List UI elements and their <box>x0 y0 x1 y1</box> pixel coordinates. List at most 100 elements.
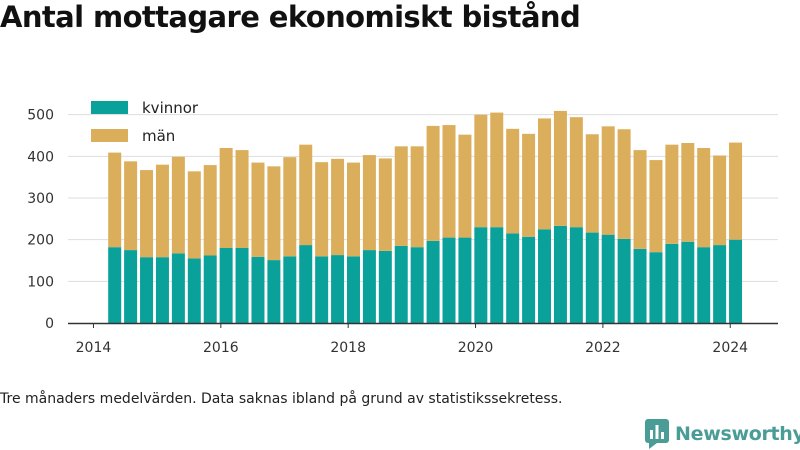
bar-kvinnor <box>426 240 440 323</box>
bar-kvinnor <box>729 239 743 323</box>
bar-kvinnor <box>458 237 472 323</box>
x-tick-label: 2022 <box>585 340 621 356</box>
bar-man <box>506 128 520 234</box>
bar-kvinnor <box>346 256 360 323</box>
bar-man <box>124 161 138 251</box>
bar-man <box>538 118 552 230</box>
bar-kvinnor <box>267 260 281 323</box>
bar-man <box>346 162 360 257</box>
bar-man <box>187 171 201 259</box>
chart-note: Tre månaders medelvärden. Data saknas ib… <box>0 391 563 407</box>
bar-kvinnor <box>681 241 695 323</box>
bar-kvinnor <box>362 250 376 323</box>
bar-man <box>490 112 504 228</box>
bar-kvinnor <box>474 227 488 323</box>
legend-swatch <box>91 129 128 142</box>
bar-kvinnor <box>155 257 169 323</box>
bar-man <box>697 148 711 248</box>
y-tick-label: 400 <box>27 149 54 165</box>
bar-kvinnor <box>378 250 392 323</box>
bar-kvinnor <box>203 255 217 323</box>
bar-kvinnor <box>490 227 504 323</box>
legend: kvinnor män <box>91 99 199 145</box>
bar-man <box>155 164 169 258</box>
bar-man <box>617 129 631 239</box>
bar-kvinnor <box>124 250 138 323</box>
bar-man <box>729 142 743 240</box>
bar-man <box>378 158 392 251</box>
bar-kvinnor <box>617 238 631 323</box>
bar-man <box>681 143 695 242</box>
bar-man <box>171 156 185 254</box>
bar-kvinnor <box>538 229 552 323</box>
chart: 0 100 200 300 400 500 2014 2016 2018 2020 2022 2024… <box>27 99 778 356</box>
bar-kvinnor <box>219 248 233 323</box>
bar-man <box>553 110 567 226</box>
x-tick-label: 2024 <box>712 340 748 356</box>
bar-man <box>283 157 297 257</box>
x-tick-label: 2018 <box>330 340 366 356</box>
newsworthy-logo: Newsworthy <box>645 419 800 449</box>
bar-kvinnor <box>108 247 122 323</box>
legend-swatch <box>91 101 128 114</box>
axis-layer: 0 100 200 300 400 500 2014 2016 2018 2020 2022 2024 <box>27 108 778 356</box>
y-tick-label: 0 <box>45 316 54 332</box>
bar-man <box>219 148 233 248</box>
bar-man <box>426 125 440 241</box>
bar-man <box>713 155 727 246</box>
bar-layer <box>108 110 743 323</box>
bar-kvinnor <box>442 237 456 323</box>
bar-man <box>315 162 329 257</box>
bar-man <box>410 146 424 248</box>
bar-kvinnor <box>585 232 599 323</box>
y-tick-label: 500 <box>27 108 54 124</box>
bar-man <box>601 126 615 235</box>
bar-kvinnor <box>633 248 647 323</box>
newsworthy-logo-text: Newsworthy <box>675 423 800 445</box>
bar-kvinnor <box>569 227 583 323</box>
bar-kvinnor <box>283 256 297 323</box>
bar-kvinnor <box>522 236 536 323</box>
bar-kvinnor <box>713 245 727 323</box>
x-tick-label: 2014 <box>76 340 112 356</box>
bar-kvinnor <box>251 256 265 323</box>
y-tick-label: 200 <box>27 233 54 249</box>
bar-man <box>108 152 122 248</box>
bar-kvinnor <box>299 245 313 323</box>
bar-man <box>649 160 663 253</box>
bar-kvinnor <box>171 253 185 323</box>
bar-kvinnor <box>140 257 154 323</box>
bar-man <box>251 162 265 257</box>
bar-kvinnor <box>649 252 663 323</box>
bar-kvinnor <box>315 256 329 323</box>
bar-kvinnor <box>553 225 567 323</box>
bar-kvinnor <box>235 248 249 323</box>
bar-man <box>474 114 488 228</box>
newsworthy-logo-icon <box>645 419 669 449</box>
bar-man <box>665 144 679 244</box>
x-tick-label: 2020 <box>458 340 494 356</box>
x-tick-label: 2016 <box>203 340 239 356</box>
bar-kvinnor <box>394 245 408 323</box>
bar-man <box>299 144 313 246</box>
bar-man <box>522 133 536 237</box>
legend-label: kvinnor <box>142 99 199 117</box>
bar-man <box>362 155 376 251</box>
bar-kvinnor <box>187 258 201 323</box>
legend-label: män <box>142 127 175 145</box>
bar-kvinnor <box>665 243 679 323</box>
bar-man <box>331 158 345 256</box>
bar-man <box>442 125 456 238</box>
bar-man <box>267 166 281 261</box>
bar-kvinnor <box>331 255 345 323</box>
y-tick-label: 300 <box>27 191 54 207</box>
bar-man <box>633 150 647 249</box>
bar-kvinnor <box>506 233 520 323</box>
y-tick-label: 100 <box>27 274 54 290</box>
bar-man <box>235 150 249 248</box>
bar-man <box>585 134 599 233</box>
chart-title: Antal mottagare ekonomiskt bistånd <box>0 0 581 34</box>
bar-man <box>569 117 583 228</box>
bar-kvinnor <box>697 247 711 323</box>
bar-man <box>140 170 154 258</box>
